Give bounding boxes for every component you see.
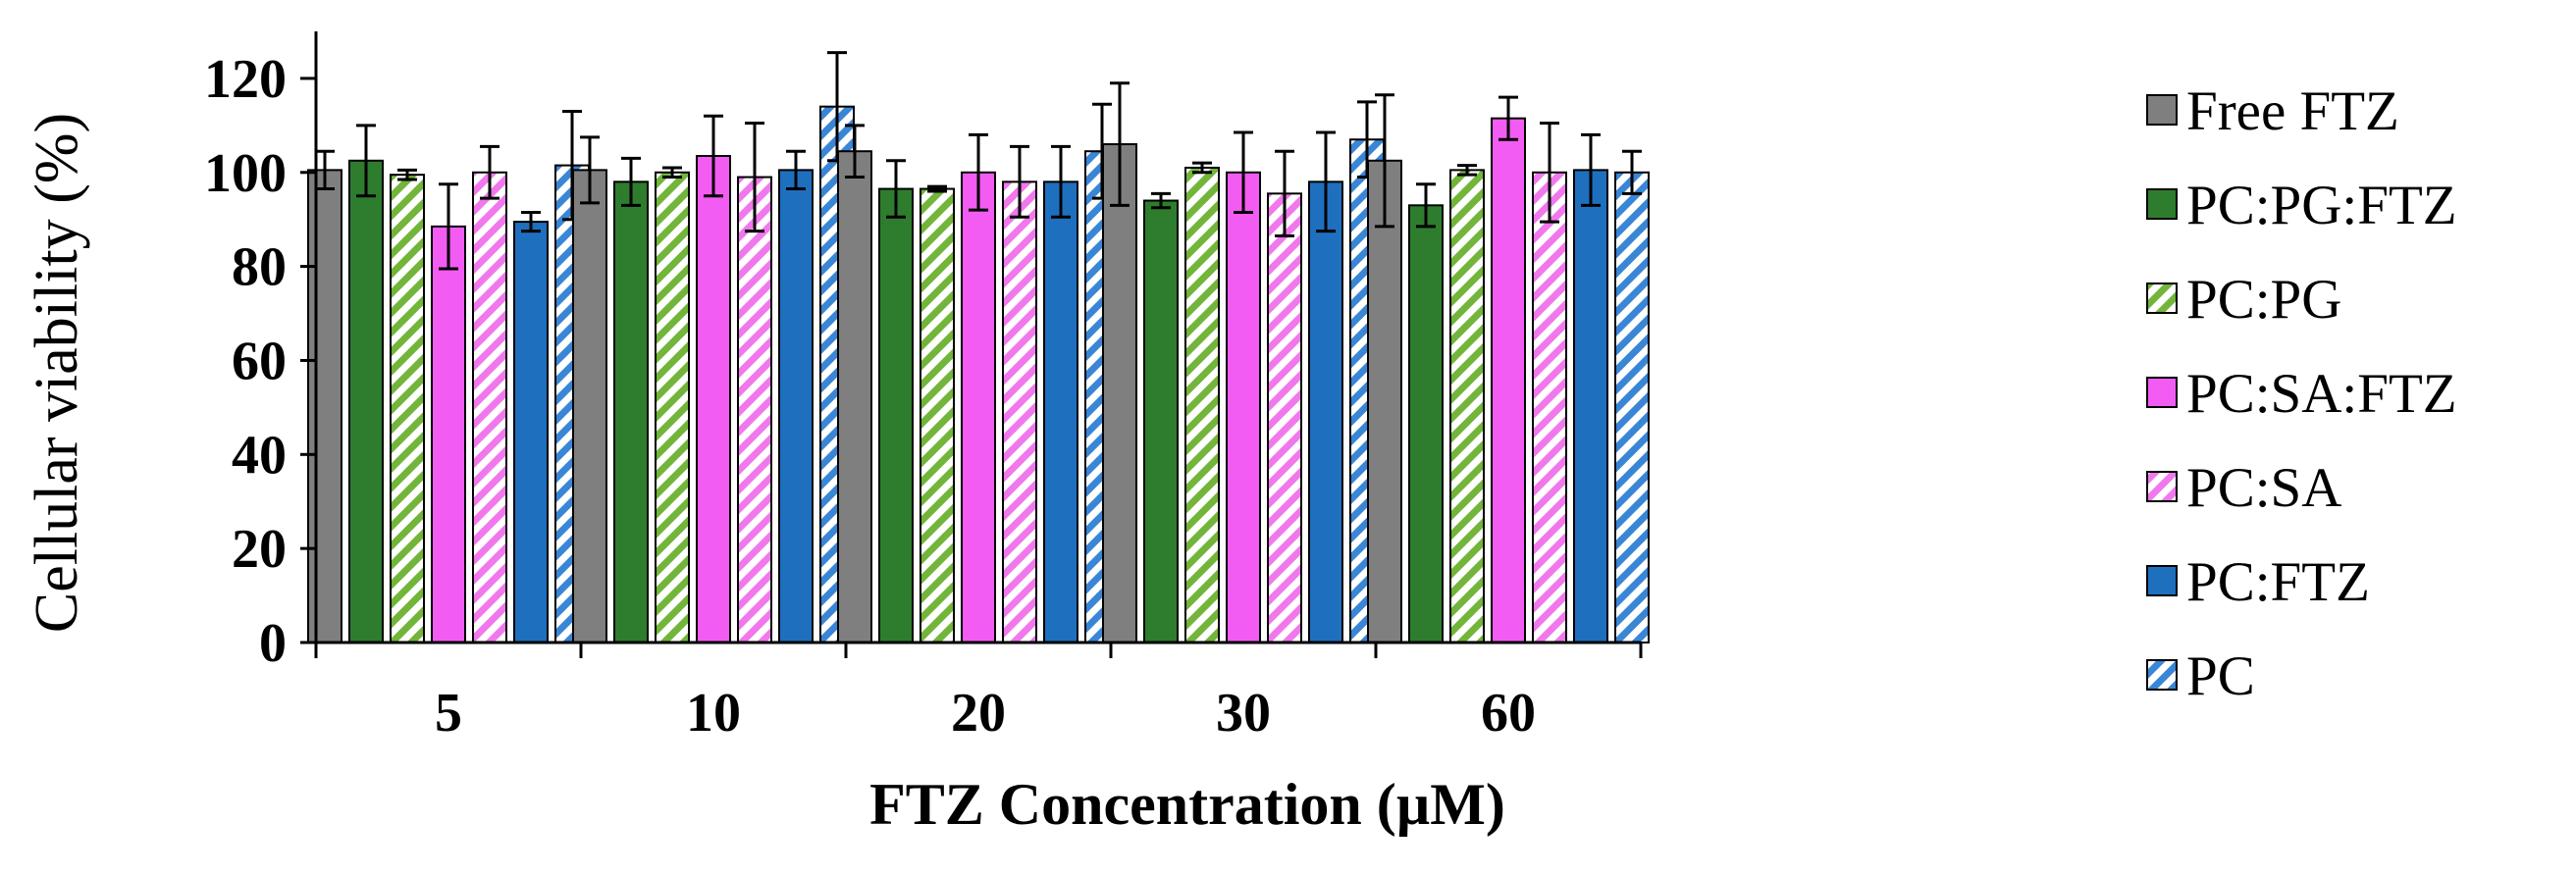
axes-layer: 0 20 40 60 80 100 120 5 10 20 30 60 bbox=[204, 31, 1643, 744]
legend-label: PC:FTZ bbox=[2186, 551, 2370, 613]
bar bbox=[878, 187, 914, 644]
bar bbox=[1102, 143, 1137, 643]
legend-item: PC:PG:FTZ bbox=[2146, 175, 2457, 236]
y-tick-label: 0 bbox=[259, 613, 287, 674]
bar bbox=[961, 171, 996, 643]
bar bbox=[737, 176, 772, 644]
x-tick-label: 20 bbox=[951, 683, 1006, 744]
legend-swatch bbox=[2146, 659, 2178, 691]
bar bbox=[1267, 192, 1302, 643]
bar bbox=[1573, 169, 1608, 643]
x-tick-label: 60 bbox=[1481, 683, 1536, 744]
bar bbox=[390, 174, 425, 644]
bar bbox=[920, 187, 955, 644]
bar bbox=[572, 169, 607, 643]
x-axis-title: FTZ Concentration (µM) bbox=[869, 772, 1505, 837]
bar bbox=[837, 150, 872, 643]
bar bbox=[778, 169, 814, 643]
y-tick-label: 80 bbox=[232, 237, 287, 298]
bar bbox=[513, 221, 549, 643]
bar bbox=[613, 180, 649, 643]
legend-item: PC:SA:FTZ bbox=[2146, 363, 2457, 425]
y-tick-label: 60 bbox=[232, 331, 287, 391]
bar bbox=[1002, 180, 1037, 643]
bars-layer bbox=[307, 51, 1650, 644]
y-axis-title: Cellular viability (%) bbox=[24, 113, 90, 633]
bar bbox=[1143, 199, 1179, 643]
legend-swatch bbox=[2146, 565, 2178, 596]
y-tick-label: 120 bbox=[204, 49, 287, 110]
legend-label: PC bbox=[2186, 645, 2255, 707]
legend-item: PC:SA bbox=[2146, 457, 2341, 519]
bar bbox=[1184, 166, 1220, 643]
x-tick-label: 5 bbox=[435, 683, 462, 744]
bar bbox=[1308, 180, 1343, 643]
legend-item: PC:FTZ bbox=[2146, 551, 2370, 613]
bar bbox=[431, 225, 466, 643]
bar bbox=[696, 154, 731, 643]
bar bbox=[1226, 171, 1261, 643]
bar bbox=[472, 171, 507, 643]
legend-item: PC bbox=[2146, 645, 2255, 707]
legend-label: PC:SA bbox=[2186, 457, 2341, 519]
bar bbox=[1367, 159, 1402, 644]
legend-swatch bbox=[2146, 188, 2178, 220]
bar bbox=[1532, 171, 1567, 643]
legend-label: PC:SA:FTZ bbox=[2186, 363, 2457, 425]
legend-label: PC:PG bbox=[2186, 269, 2341, 331]
bar bbox=[348, 159, 384, 644]
x-tick-label: 30 bbox=[1216, 683, 1271, 744]
bar bbox=[1614, 171, 1650, 643]
bar bbox=[1043, 180, 1078, 643]
legend-swatch bbox=[2146, 471, 2178, 502]
legend-swatch bbox=[2146, 283, 2178, 314]
legend-swatch bbox=[2146, 94, 2178, 126]
bar bbox=[1491, 117, 1526, 643]
y-tick-label: 20 bbox=[232, 519, 287, 580]
bar bbox=[655, 171, 690, 643]
legend-label: Free FTZ bbox=[2186, 80, 2399, 142]
legend: Free FTZ PC:PG:FTZ PC:PG PC:SA:FTZ PC:SA PC:F… bbox=[2146, 80, 2457, 707]
legend-swatch bbox=[2146, 377, 2178, 408]
y-tick-label: 40 bbox=[232, 425, 287, 486]
legend-item: PC:PG bbox=[2146, 269, 2341, 331]
legend-item: Free FTZ bbox=[2146, 80, 2399, 142]
bar bbox=[1408, 204, 1444, 643]
bar bbox=[307, 169, 342, 643]
legend-label: PC:PG:FTZ bbox=[2186, 175, 2457, 236]
y-tick-label: 100 bbox=[204, 143, 287, 204]
bar bbox=[1449, 169, 1485, 643]
x-tick-label: 10 bbox=[686, 683, 741, 744]
